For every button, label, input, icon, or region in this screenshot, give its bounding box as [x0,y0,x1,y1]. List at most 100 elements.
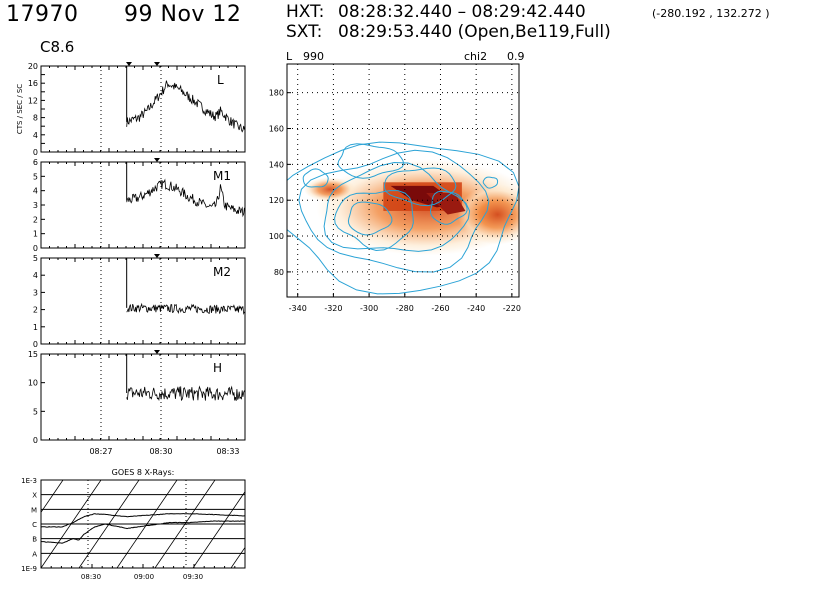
hxt-M1-channel-label: M1 [213,169,231,183]
image-title-channel: L [286,50,293,63]
image-ytick-label: 120 [269,196,284,205]
image-title-counts: 990 [303,50,324,63]
hxt-M2-ytick-label: 4 [33,271,38,280]
hxt-M2-channel-label: M2 [213,265,231,279]
hxt-M2-ytick-label: 1 [33,323,38,332]
image-xtick-label: -280 [396,304,414,313]
hxt-time-label: 08:30 [149,447,172,456]
hxt-H-ytick-label: 15 [28,350,38,359]
goes-series-long [40,513,246,528]
goes-ytick-label: 1E-3 [21,477,37,485]
image-xtick-label: -240 [467,304,485,313]
hxt-time-range: 08:28:32.440 – 08:29:42.440 [338,2,586,22]
hxt-contour [347,201,393,236]
hxt-label: HXT: [286,2,325,22]
goes-class: C8.6 [40,38,75,56]
window-marker [126,62,132,66]
goes-ytick-label: A [32,550,37,558]
hxt-L-channel-label: L [217,73,224,87]
heat-blob-right [457,184,519,245]
hxt-L-ytick-label: 16 [28,79,38,88]
image-xtick-label: -320 [324,304,342,313]
image-xtick-label: -300 [360,304,378,313]
image-chi2-value: 0.9 [507,50,525,63]
goes-diagonal [269,480,329,568]
image-ytick-label: 180 [269,89,284,98]
goes-title: GOES 8 X-Rays: [112,468,175,477]
window-marker [154,254,160,258]
hxt-M1-ytick-label: 5 [33,172,38,181]
hxt-H-series-line [126,385,245,402]
image-layer [287,141,519,295]
hxt-contour [430,190,468,225]
image-xtick-label: -340 [289,304,307,313]
hxt-H-ytick-label: 5 [33,407,38,416]
goes-diagonal [0,480,25,568]
hxt-L-frame [40,65,246,153]
image-chi2-label: chi2 [464,50,487,63]
hxt-M2-ytick-label: 2 [33,306,38,315]
hxt-L-ytick-label: 12 [28,96,38,105]
hxt-M1-series-line [126,178,245,218]
image-ytick-label: 80 [274,268,284,277]
hxt-M1-ytick-label: 3 [33,201,38,210]
goes-diagonal [41,480,64,513]
image-ytick-label: 140 [269,160,284,169]
hxt-M1-ytick-label: 4 [33,187,38,196]
hxt-contour [337,143,405,179]
hxt-M1-ytick-label: 6 [33,158,38,167]
hxt-contour [323,161,471,252]
hxt-M1-ytick-label: 1 [33,230,38,239]
image-xtick-label: -260 [431,304,449,313]
goes-diagonal [116,480,178,568]
image-xtick-label: -220 [503,304,521,313]
goes-ytick-label: M [31,506,37,514]
hxt-coords: (-280.192 , 132.272 ) [652,7,770,20]
goes-ytick-label: B [32,536,37,544]
event-id: 17970 [6,2,79,27]
hxt-contour [302,168,329,188]
hxt-H-channel-label: H [213,361,222,375]
hxt-M2-ytick-label: 5 [33,254,38,263]
goes-ytick-label: 1E-9 [21,565,37,573]
goes-diagonal [154,480,216,568]
goes-diagonal [230,546,245,568]
goes-diagonal [78,480,140,568]
goes-series-short [40,520,246,544]
window-marker [154,158,160,162]
hxt-H-ytick-label: 10 [28,379,38,388]
hxt-L-ytick-label: 4 [33,131,38,140]
hxt-contour [383,167,457,207]
goes-ytick-label: C [32,521,37,529]
goes-time-label: 09:00 [134,573,154,581]
sxt-label: SXT: [286,22,323,42]
image-ytick-label: 100 [269,232,284,241]
hxt-time-label: 08:33 [216,447,239,456]
goes-time-label: 09:30 [183,573,203,581]
heat-peak-2 [426,193,466,215]
image-frame [286,63,520,298]
hxt-time-label: 08:27 [89,447,112,456]
hxt-L-series-line [126,80,245,133]
hxt-H-ytick-label: 0 [33,436,38,445]
hxt-M1-ytick-label: 2 [33,215,38,224]
hxt-L-ytick-label: 20 [28,62,38,71]
hxt-contour [482,176,499,189]
hxt-M1-ytick-label: 0 [33,244,38,253]
goes-diagonal [192,491,245,568]
goes-ytick-label: X [32,492,37,500]
hxt-M2-ytick-label: 3 [33,288,38,297]
window-marker [154,350,160,354]
goes-time-label: 08:30 [81,573,101,581]
hxt-contour [334,190,414,252]
goes-diagonal [345,480,405,568]
hxt-L-ylabel: CTS / SEC / SC [16,84,24,134]
hxt-M2-series-line [126,302,245,316]
hxt-M2-ytick-label: 0 [33,340,38,349]
hxt-contour [298,149,490,273]
hxt-L-ytick-label: 0 [33,148,38,157]
hxt-L-ytick-label: 8 [33,114,38,123]
window-marker [154,62,160,66]
event-date: 99 Nov 12 [124,2,242,27]
